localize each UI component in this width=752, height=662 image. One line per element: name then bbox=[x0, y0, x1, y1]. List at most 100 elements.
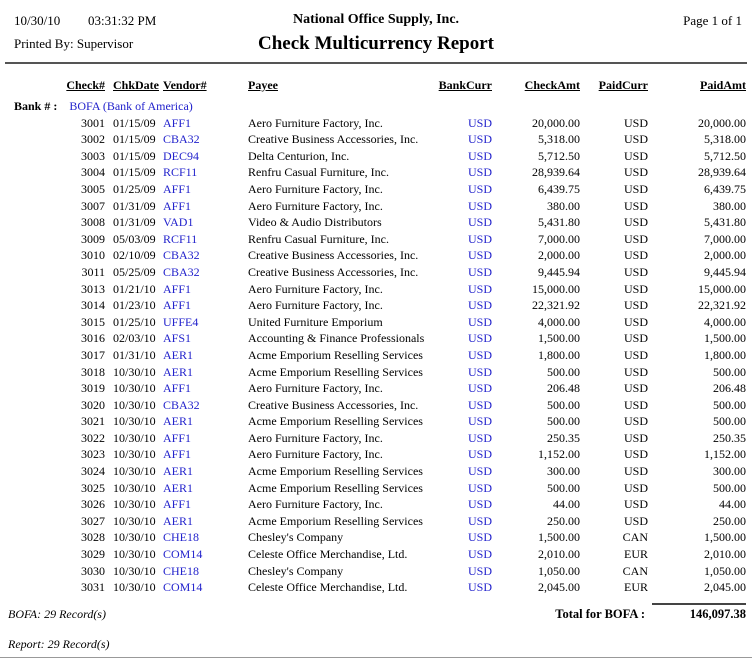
table-row: 3005 01/25/09 AFF1 Aero Furniture Factory, … bbox=[6, 181, 746, 198]
check-date-cell: 10/30/10 bbox=[113, 547, 156, 562]
bank-curr-link[interactable]: USD bbox=[467, 464, 492, 479]
check-date-cell: 02/10/09 bbox=[113, 248, 156, 263]
vendor-link[interactable]: AER1 bbox=[163, 480, 193, 495]
vendor-link[interactable]: DEC94 bbox=[163, 148, 199, 163]
vendor-link[interactable]: AFF1 bbox=[163, 281, 192, 296]
vendor-link[interactable]: AER1 bbox=[163, 513, 193, 528]
check-number-cell: 3027 bbox=[81, 513, 105, 528]
vendor-link[interactable]: RCF11 bbox=[163, 165, 198, 180]
bank-curr-link[interactable]: USD bbox=[467, 497, 492, 512]
check-number-cell: 3015 bbox=[81, 314, 105, 329]
paid-curr-cell: USD bbox=[623, 331, 648, 346]
bank-curr-link[interactable]: USD bbox=[467, 281, 492, 296]
bank-curr-link[interactable]: USD bbox=[467, 414, 492, 429]
paid-amt-cell: 7,000.00 bbox=[704, 231, 746, 246]
bank-curr-link[interactable]: USD bbox=[467, 381, 492, 396]
check-date-cell: 01/31/09 bbox=[113, 198, 156, 213]
vendor-link[interactable]: AFF1 bbox=[163, 181, 192, 196]
vendor-link[interactable]: COM14 bbox=[163, 547, 203, 562]
bank-curr-link[interactable]: USD bbox=[467, 215, 492, 230]
check-amt-cell: 5,318.00 bbox=[538, 132, 580, 147]
check-date-cell: 10/30/10 bbox=[113, 530, 156, 545]
column-header-vendor: Vendor# bbox=[163, 78, 207, 92]
vendor-link[interactable]: CHE18 bbox=[163, 530, 199, 545]
bank-curr-link[interactable]: USD bbox=[467, 198, 492, 213]
check-amt-cell: 500.00 bbox=[547, 364, 580, 379]
payee-cell: Renfru Casual Furniture, Inc. bbox=[248, 165, 389, 180]
bank-curr-link[interactable]: USD bbox=[467, 148, 492, 163]
vendor-link[interactable]: CBA32 bbox=[163, 132, 200, 147]
bank-link[interactable]: BOFA (Bank of America) bbox=[69, 99, 193, 113]
table-header-row: Check# ChkDate Vendor# Payee BankCurr CheckAm… bbox=[6, 78, 746, 98]
check-number-cell: 3025 bbox=[81, 480, 105, 495]
vendor-link[interactable]: AFF1 bbox=[163, 381, 192, 396]
check-date-cell: 01/31/09 bbox=[113, 215, 156, 230]
bank-curr-link[interactable]: USD bbox=[467, 115, 492, 130]
payee-cell: Creative Business Accessories, Inc. bbox=[248, 264, 419, 279]
check-date-cell: 01/15/09 bbox=[113, 148, 156, 163]
vendor-link[interactable]: VAD1 bbox=[163, 215, 194, 230]
paid-amt-cell: 5,318.00 bbox=[704, 132, 746, 147]
bank-curr-link[interactable]: USD bbox=[467, 513, 492, 528]
vendor-link[interactable]: AFS1 bbox=[163, 331, 192, 346]
check-number-cell: 3009 bbox=[81, 231, 105, 246]
bank-curr-link[interactable]: USD bbox=[467, 563, 492, 578]
vendor-link[interactable]: AFF1 bbox=[163, 115, 192, 130]
check-number-cell: 3017 bbox=[81, 347, 105, 362]
bank-curr-link[interactable]: USD bbox=[467, 264, 492, 279]
vendor-link[interactable]: RCF11 bbox=[163, 231, 198, 246]
vendor-link[interactable]: AFF1 bbox=[163, 198, 192, 213]
paid-curr-cell: USD bbox=[623, 215, 648, 230]
bank-curr-link[interactable]: USD bbox=[467, 480, 492, 495]
check-date-cell: 10/30/10 bbox=[113, 480, 156, 495]
bank-curr-link[interactable]: USD bbox=[467, 331, 492, 346]
vendor-link[interactable]: AER1 bbox=[163, 414, 193, 429]
vendor-link[interactable]: UFFE4 bbox=[163, 314, 199, 329]
check-date-cell: 01/15/09 bbox=[113, 115, 156, 130]
check-amt-cell: 2,000.00 bbox=[538, 248, 580, 263]
vendor-link[interactable]: CBA32 bbox=[163, 264, 200, 279]
vendor-link[interactable]: AFF1 bbox=[163, 430, 192, 445]
bank-curr-link[interactable]: USD bbox=[467, 347, 492, 362]
vendor-link[interactable]: AFF1 bbox=[163, 447, 192, 462]
table-row: 3009 05/03/09 RCF11 Renfru Casual Furniture… bbox=[6, 231, 746, 248]
vendor-link[interactable]: CBA32 bbox=[163, 397, 200, 412]
check-amt-cell: 7,000.00 bbox=[538, 231, 580, 246]
bank-curr-link[interactable]: USD bbox=[467, 530, 492, 545]
vendor-link[interactable]: CHE18 bbox=[163, 563, 199, 578]
bank-curr-link[interactable]: USD bbox=[467, 314, 492, 329]
vendor-link[interactable]: AER1 bbox=[163, 347, 193, 362]
bank-curr-link[interactable]: USD bbox=[467, 181, 492, 196]
vendor-link[interactable]: AER1 bbox=[163, 364, 193, 379]
paid-curr-cell: USD bbox=[623, 148, 648, 163]
bank-curr-link[interactable]: USD bbox=[467, 547, 492, 562]
vendor-link[interactable]: AFF1 bbox=[163, 298, 192, 313]
vendor-link[interactable]: CBA32 bbox=[163, 248, 200, 263]
bank-curr-link[interactable]: USD bbox=[467, 165, 492, 180]
table-row: 3026 10/30/10 AFF1 Aero Furniture Factory, … bbox=[6, 496, 746, 513]
paid-curr-cell: USD bbox=[623, 430, 648, 445]
bank-curr-link[interactable]: USD bbox=[467, 132, 492, 147]
vendor-link[interactable]: AER1 bbox=[163, 464, 193, 479]
table-row: 3017 01/31/10 AER1 Acme Emporium Reselling … bbox=[6, 347, 746, 364]
bank-curr-link[interactable]: USD bbox=[467, 248, 492, 263]
bank-curr-link[interactable]: USD bbox=[467, 298, 492, 313]
check-amt-cell: 300.00 bbox=[547, 464, 580, 479]
table-row: 3013 01/21/10 AFF1 Aero Furniture Factory, … bbox=[6, 281, 746, 298]
bank-curr-link[interactable]: USD bbox=[467, 447, 492, 462]
bank-curr-link[interactable]: USD bbox=[467, 364, 492, 379]
payee-cell: Aero Furniture Factory, Inc. bbox=[248, 198, 383, 213]
vendor-link[interactable]: AFF1 bbox=[163, 497, 192, 512]
paid-amt-cell: 1,800.00 bbox=[704, 347, 746, 362]
paid-curr-cell: USD bbox=[623, 181, 648, 196]
vendor-link[interactable]: COM14 bbox=[163, 580, 203, 595]
bank-curr-link[interactable]: USD bbox=[467, 231, 492, 246]
bank-curr-link[interactable]: USD bbox=[467, 397, 492, 412]
bank-curr-link[interactable]: USD bbox=[467, 430, 492, 445]
check-table: Check# ChkDate Vendor# Payee BankCurr CheckAm… bbox=[6, 78, 746, 596]
payee-cell: Celeste Office Merchandise, Ltd. bbox=[248, 580, 408, 595]
paid-curr-cell: USD bbox=[623, 165, 648, 180]
payee-cell: Acme Emporium Reselling Services bbox=[248, 414, 423, 429]
page-bottom-divider bbox=[0, 657, 752, 658]
bank-curr-link[interactable]: USD bbox=[467, 580, 492, 595]
